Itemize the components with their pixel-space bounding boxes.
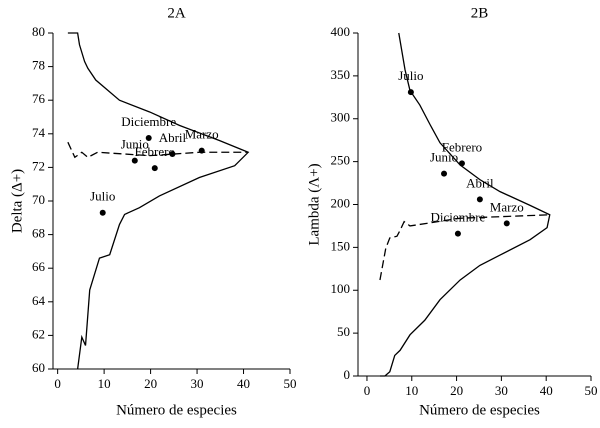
curve	[379, 32, 551, 377]
point	[151, 165, 158, 172]
y-tick-label: 400	[331, 24, 351, 39]
x-tick-label: 30	[191, 376, 204, 391]
point	[99, 209, 106, 216]
chart-title: 2B	[471, 5, 489, 21]
point	[454, 230, 461, 237]
point	[198, 147, 205, 154]
point-label: Febrero	[135, 144, 175, 159]
y-tick-label: 50	[337, 324, 350, 339]
point	[131, 157, 138, 164]
point	[441, 170, 448, 177]
point-label: Febrero	[442, 139, 482, 154]
x-tick-label: 0	[54, 376, 61, 391]
x-axis-label: Número de especies	[116, 402, 237, 418]
point	[407, 89, 414, 96]
point-label: Diciembre	[430, 210, 485, 225]
x-tick-label: 40	[540, 383, 553, 398]
x-tick-label: 10	[405, 383, 418, 398]
point-label: Marzo	[185, 127, 219, 142]
point	[145, 135, 152, 141]
y-tick-label: 62	[32, 326, 45, 341]
y-tick-label: 350	[331, 67, 351, 82]
y-tick-label: 64	[32, 293, 46, 308]
point	[458, 160, 465, 167]
y-tick-label: 80	[32, 24, 45, 39]
point-label: Abril	[466, 175, 494, 190]
y-tick-label: 250	[331, 153, 351, 168]
curve	[67, 32, 250, 370]
y-tick-label: 76	[32, 91, 46, 106]
curve	[67, 141, 249, 159]
x-tick-label: 20	[144, 376, 157, 391]
y-tick-label: 72	[32, 158, 45, 173]
point-label: Marzo	[490, 199, 524, 214]
x-tick-label: 10	[98, 376, 111, 391]
point-label: Julio	[398, 68, 423, 83]
x-tick-label: 0	[364, 383, 371, 398]
point-label: Diciembre	[121, 114, 176, 129]
y-tick-label: 150	[331, 238, 351, 253]
curve	[379, 214, 550, 281]
y-tick-label: 78	[32, 58, 45, 73]
point-label: Julio	[90, 189, 115, 204]
y-tick-label: 66	[32, 259, 46, 274]
y-tick-label: 60	[32, 360, 45, 375]
y-tick-label: 0	[344, 367, 351, 382]
y-axis-label: Lambda (Λ+)	[306, 163, 322, 245]
y-tick-label: 70	[32, 192, 45, 207]
y-tick-label: 74	[32, 125, 46, 140]
point-label: Abril	[159, 130, 187, 145]
y-axis-label: Delta (Δ+)	[9, 169, 25, 233]
point-label: Junio	[430, 150, 458, 165]
x-tick-label: 20	[450, 383, 463, 398]
point	[476, 196, 483, 203]
point	[503, 220, 510, 227]
x-tick-label: 30	[495, 383, 508, 398]
y-tick-label: 68	[32, 226, 45, 241]
y-tick-label: 100	[331, 281, 351, 296]
point-label: Junio	[121, 137, 149, 152]
y-tick-label: 300	[331, 110, 351, 125]
x-tick-label: 50	[284, 376, 297, 391]
chart-title: 2A	[167, 5, 186, 21]
x-tick-label: 40	[237, 376, 250, 391]
point	[169, 150, 176, 157]
x-tick-label: 50	[585, 383, 598, 398]
x-axis-label: Número de especies	[419, 402, 540, 418]
y-tick-label: 200	[331, 195, 351, 210]
